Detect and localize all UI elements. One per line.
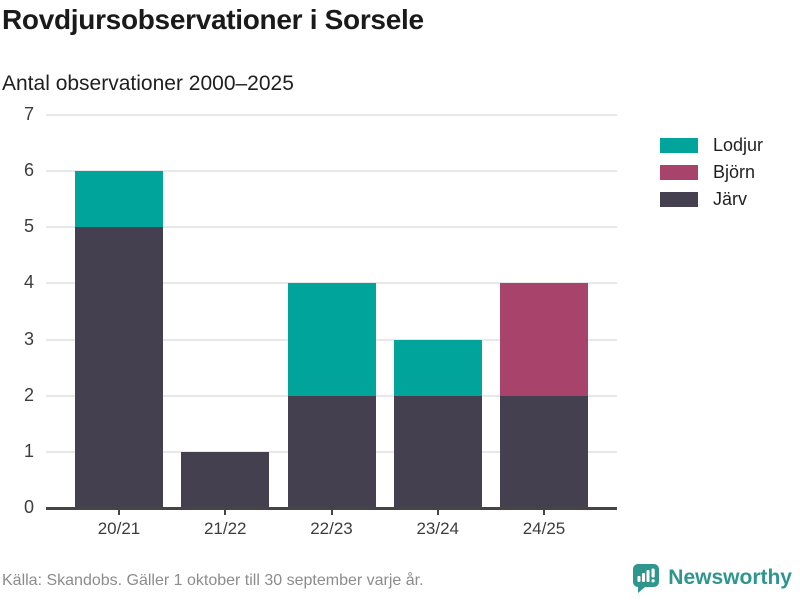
legend-swatch-lodjur bbox=[660, 137, 698, 153]
bar-segment-björn-24-25 bbox=[500, 283, 588, 396]
legend-swatch-jarv bbox=[660, 191, 698, 207]
x-axis-line bbox=[46, 506, 617, 510]
bar-segment-järv-21-22 bbox=[181, 451, 270, 508]
bar-segment-lodjur-20-21 bbox=[75, 171, 163, 228]
newsworthy-speech-bubble-chart-icon bbox=[633, 564, 660, 593]
legend-item-lodjur: Lodjur bbox=[660, 134, 764, 155]
bar-segment-lodjur-23-24 bbox=[393, 339, 482, 396]
y-axis-tick-label: 5 bbox=[23, 216, 34, 237]
chart-subtitle: Antal observationer 2000–2025 bbox=[2, 72, 294, 95]
x-axis-tick bbox=[224, 508, 227, 515]
x-axis-tick-label: 21/22 bbox=[203, 519, 247, 538]
legend-label: Järv bbox=[713, 188, 748, 209]
x-axis-tick bbox=[543, 508, 545, 515]
y-axis-tick-label: 4 bbox=[23, 272, 34, 293]
gridline bbox=[46, 170, 617, 173]
bar-segment-järv-22-23 bbox=[287, 395, 376, 508]
x-axis-tick bbox=[330, 508, 333, 515]
gridline bbox=[46, 226, 617, 229]
y-axis-tick-label: 1 bbox=[23, 440, 34, 461]
newsworthy-wordmark: Newsworthy bbox=[668, 566, 792, 589]
x-axis-tick-label: 24/25 bbox=[522, 519, 566, 538]
source-note: Källa: Skandobs. Gäller 1 oktober till 3… bbox=[2, 572, 424, 589]
bar-segment-järv-24-25 bbox=[500, 395, 588, 508]
x-axis-tick-label: 20/21 bbox=[97, 519, 141, 538]
x-axis-tick bbox=[118, 508, 120, 515]
gridline bbox=[46, 114, 617, 116]
y-axis-tick-label: 6 bbox=[23, 160, 34, 181]
bar-segment-järv-23-24 bbox=[393, 395, 482, 508]
legend-item-järv: Järv bbox=[660, 188, 763, 209]
legend: Lodjur Björn Järv bbox=[660, 134, 764, 209]
bar-segment-järv-20-21 bbox=[75, 227, 163, 508]
newsworthy-logo: Newsworthy bbox=[632, 563, 792, 593]
x-axis-tick bbox=[436, 508, 439, 515]
y-axis-tick-label: 2 bbox=[23, 384, 34, 405]
x-axis-tick-label: 22/23 bbox=[310, 519, 353, 538]
y-axis-tick-label: 3 bbox=[23, 328, 34, 349]
bar-segment-lodjur-22-23 bbox=[287, 283, 376, 396]
y-axis-tick-label: 7 bbox=[23, 104, 34, 124]
legend-item-björn: Björn bbox=[660, 161, 763, 182]
y-axis-tick-label: 0 bbox=[23, 497, 34, 517]
chart-title: Rovdjursobservationer i Sorsele bbox=[2, 4, 424, 35]
x-axis-tick-label: 23/24 bbox=[416, 519, 460, 538]
legend-label: Björn bbox=[713, 161, 756, 182]
legend-swatch-bjorn bbox=[660, 164, 698, 180]
legend-label: Lodjur bbox=[713, 134, 764, 155]
